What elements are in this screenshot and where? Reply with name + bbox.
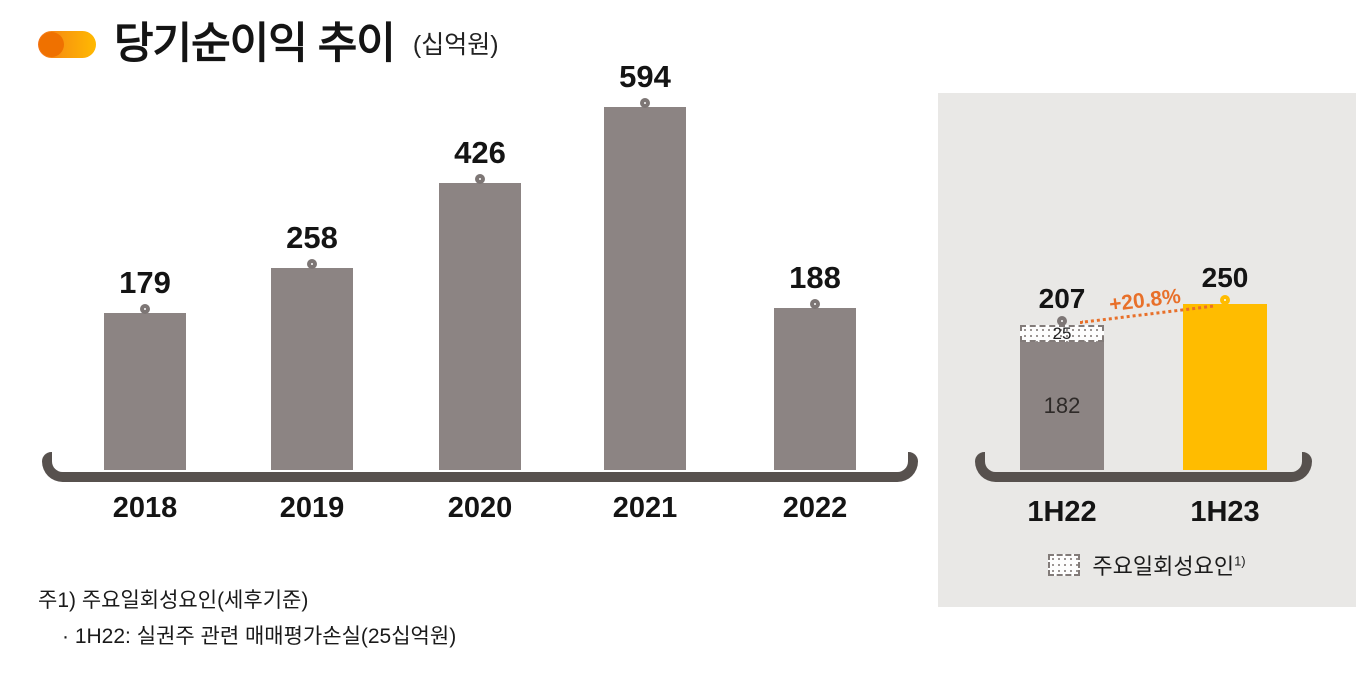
bar-value: 258 xyxy=(286,220,338,255)
bar-group-2022: 188 xyxy=(755,260,875,470)
one-off-swatch-icon xyxy=(1048,554,1081,576)
bar-value: 426 xyxy=(454,135,506,170)
chart-header: 당기순이익 추이 (십억원) xyxy=(38,20,499,68)
bar-group-2021: 594 xyxy=(585,59,705,470)
one-off-value: 25 xyxy=(1052,324,1072,344)
bar-group-2019: 258 xyxy=(252,220,372,470)
data-point-marker xyxy=(640,98,650,108)
bar-group-1h22: 207 25 182 xyxy=(1002,283,1122,470)
bar-value: 250 xyxy=(1201,262,1249,293)
x-tick-label: 2020 xyxy=(447,492,513,524)
x-tick-label: 1H23 xyxy=(1190,496,1260,528)
data-point-marker xyxy=(1220,295,1230,305)
bar-2022 xyxy=(774,299,856,470)
bar-2018 xyxy=(104,304,186,470)
base-segment: 182 xyxy=(1020,342,1104,470)
title-bullet-dot-icon xyxy=(39,32,64,58)
bar-1h22: 25 182 xyxy=(1020,316,1104,470)
unit-label: (십억원) xyxy=(412,31,499,60)
half-year-panel: 207 25 182 250 +20.8% 1H22 1H23 xyxy=(938,93,1356,607)
bar-2020 xyxy=(439,174,521,470)
x-tick-label: 1H22 xyxy=(1027,496,1097,528)
x-tick-label: 2022 xyxy=(782,492,848,524)
x-axis-bracket xyxy=(975,452,1312,482)
bar-group-2020: 426 xyxy=(420,135,540,470)
bar-value: 188 xyxy=(789,260,841,295)
legend: 주요일회성요인1) xyxy=(938,549,1356,581)
bar-2021 xyxy=(604,98,686,470)
base-value: 182 xyxy=(1043,393,1081,419)
data-point-marker xyxy=(1057,316,1067,326)
chart-title: 당기순이익 추이 xyxy=(114,20,396,68)
bar-value: 594 xyxy=(619,59,671,94)
bar-group-1h23: 250 xyxy=(1165,262,1285,470)
x-tick-label: 2021 xyxy=(612,492,678,524)
data-point-marker xyxy=(140,304,150,314)
footnote-2: · 1H22: 실권주 관련 매매평가손실(25십억원) xyxy=(62,625,457,648)
legend-label: 주요일회성요인1) xyxy=(1092,553,1246,579)
bar-1h23 xyxy=(1183,295,1267,470)
data-point-marker xyxy=(475,174,485,184)
one-off-segment: 25 xyxy=(1020,324,1104,344)
data-point-marker xyxy=(810,299,820,309)
title-bullet-icon xyxy=(38,31,96,59)
bar-group-2018: 179 xyxy=(85,265,205,470)
bar-value: 179 xyxy=(119,265,171,300)
x-tick-label: 2018 xyxy=(112,492,178,524)
footnote-1: 주1) 주요일회성요인(세후기준) xyxy=(38,589,309,612)
data-point-marker xyxy=(307,259,317,269)
x-tick-label: 2019 xyxy=(279,492,345,524)
bar-value: 207 xyxy=(1038,283,1086,314)
bar-2019 xyxy=(271,259,353,470)
x-axis-bracket xyxy=(42,452,918,482)
